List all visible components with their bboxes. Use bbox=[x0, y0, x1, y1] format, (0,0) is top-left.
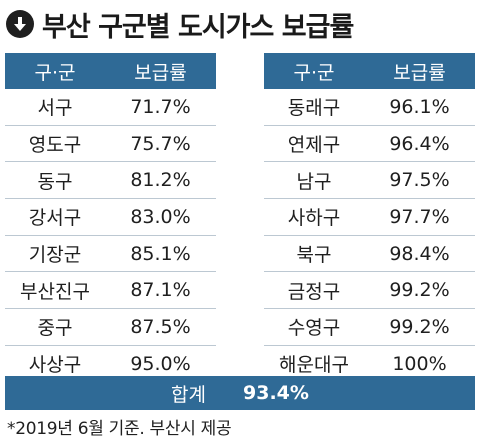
column-header-rate: 보급률 bbox=[105, 53, 216, 89]
table-header-row: 구·군 보급률 bbox=[264, 53, 475, 89]
table-row: 영도구 75.7% bbox=[5, 125, 216, 163]
table-row: 강서구 83.0% bbox=[5, 198, 216, 236]
title-bar: 부산 구군별 도시가스 보급률 bbox=[6, 4, 354, 44]
supply-rate: 96.1% bbox=[364, 89, 475, 126]
table-row: 동구 81.2% bbox=[5, 161, 216, 200]
supply-rate: 75.7% bbox=[105, 125, 216, 163]
rate-table-left: 구·군 보급률 서구 71.7% 영도구 75.7% 동구 81.2% 강서구 83.0% 기장… bbox=[5, 53, 216, 383]
column-header-district: 구·군 bbox=[5, 53, 105, 89]
district-name: 중구 bbox=[5, 308, 105, 346]
district-name: 남구 bbox=[264, 161, 364, 200]
supply-rate: 81.2% bbox=[105, 161, 216, 200]
district-name: 사하구 bbox=[264, 198, 364, 236]
table-row: 서구 71.7% bbox=[5, 89, 216, 126]
table-row: 수영구 99.2% bbox=[264, 308, 475, 346]
district-name: 동래구 bbox=[264, 89, 364, 126]
table-row: 연제구 96.4% bbox=[264, 125, 475, 163]
supply-rate: 96.4% bbox=[364, 125, 475, 163]
page-title: 부산 구군별 도시가스 보급률 bbox=[42, 11, 354, 43]
supply-rate: 97.5% bbox=[364, 161, 475, 200]
supply-rate: 87.5% bbox=[105, 308, 216, 346]
table-row: 동래구 96.1% bbox=[264, 89, 475, 126]
supply-rate: 98.4% bbox=[364, 235, 475, 273]
table-row: 부산진구 87.1% bbox=[5, 271, 216, 310]
down-arrow-circle-icon bbox=[6, 10, 34, 38]
total-row: 합계 93.4% bbox=[5, 376, 475, 410]
table-header-row: 구·군 보급률 bbox=[5, 53, 216, 89]
column-header-district: 구·군 bbox=[264, 53, 364, 89]
supply-rate: 83.0% bbox=[105, 198, 216, 236]
table-row: 남구 97.5% bbox=[264, 161, 475, 200]
district-name: 수영구 bbox=[264, 308, 364, 346]
district-name: 동구 bbox=[5, 161, 105, 200]
table-row: 북구 98.4% bbox=[264, 235, 475, 273]
supply-rate: 71.7% bbox=[105, 89, 216, 126]
district-name: 북구 bbox=[264, 235, 364, 273]
district-name: 서구 bbox=[5, 89, 105, 126]
table-row: 기장군 85.1% bbox=[5, 235, 216, 273]
column-header-rate: 보급률 bbox=[364, 53, 475, 89]
district-name: 연제구 bbox=[264, 125, 364, 163]
district-name: 강서구 bbox=[5, 198, 105, 236]
district-name: 부산진구 bbox=[5, 271, 105, 310]
table-row: 사하구 97.7% bbox=[264, 198, 475, 236]
district-name: 영도구 bbox=[5, 125, 105, 163]
supply-rate: 97.7% bbox=[364, 198, 475, 236]
footnote: *2019년 6월 기준. 부산시 제공 bbox=[7, 419, 232, 439]
supply-rate: 85.1% bbox=[105, 235, 216, 273]
supply-rate: 87.1% bbox=[105, 271, 216, 310]
table-row: 중구 87.5% bbox=[5, 308, 216, 346]
table-row: 금정구 99.2% bbox=[264, 271, 475, 310]
rate-table-right: 구·군 보급률 동래구 96.1% 연제구 96.4% 남구 97.5% 사하구 97.7% 북… bbox=[264, 53, 475, 383]
total-label: 합계 bbox=[171, 383, 206, 406]
supply-rate: 99.2% bbox=[364, 308, 475, 346]
district-name: 금정구 bbox=[264, 271, 364, 310]
district-name: 기장군 bbox=[5, 235, 105, 273]
total-value: 93.4% bbox=[243, 382, 309, 404]
supply-rate: 99.2% bbox=[364, 271, 475, 310]
